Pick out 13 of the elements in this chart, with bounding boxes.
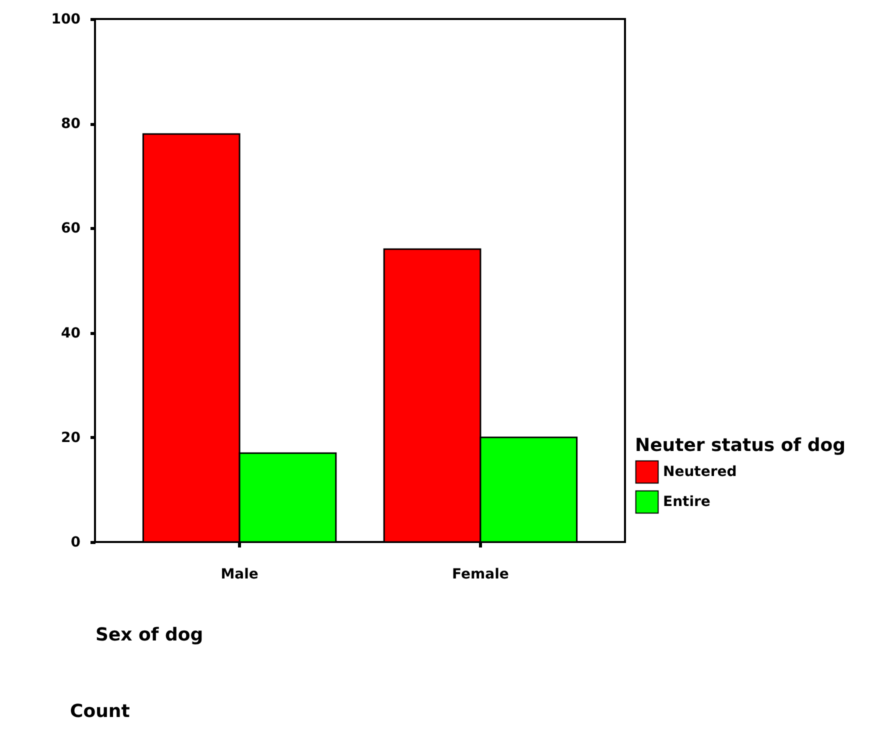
text: Count xyxy=(70,701,130,722)
y-tick-label: 40 xyxy=(61,325,81,342)
y-tick-label: 20 xyxy=(61,430,81,446)
x-tick-label: Female xyxy=(452,566,509,582)
legend-label: Neutered xyxy=(663,464,737,480)
y-tick-label: 80 xyxy=(61,116,81,132)
legend-title: Neuter status of dog xyxy=(635,435,846,456)
y-tick-label: 0 xyxy=(70,534,81,550)
x-axis-title: Sex of dog xyxy=(96,624,204,646)
legend-label: Entire xyxy=(663,494,710,510)
y-tick-label: 60 xyxy=(61,220,81,237)
y-tick-label: 100 xyxy=(51,12,81,28)
x-tick-label: Male xyxy=(220,566,258,582)
